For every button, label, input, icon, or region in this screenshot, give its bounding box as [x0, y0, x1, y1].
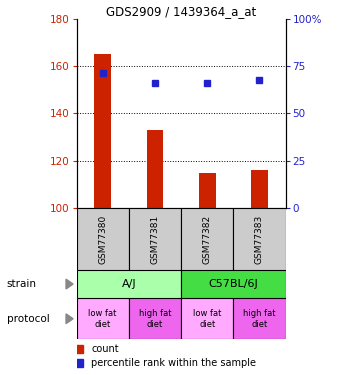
Bar: [181, 208, 233, 270]
Bar: [181, 298, 233, 339]
Polygon shape: [66, 279, 73, 289]
Bar: [199, 172, 216, 208]
Text: GSM77380: GSM77380: [98, 214, 107, 264]
Text: strain: strain: [7, 279, 37, 289]
Text: high fat
diet: high fat diet: [243, 309, 276, 329]
Bar: [129, 298, 181, 339]
Text: count: count: [91, 344, 119, 354]
Text: C57BL/6J: C57BL/6J: [208, 279, 258, 289]
Bar: [76, 298, 129, 339]
Text: GSM77382: GSM77382: [203, 214, 212, 264]
Bar: [76, 208, 129, 270]
Polygon shape: [66, 314, 73, 324]
Bar: [233, 208, 286, 270]
Bar: [129, 208, 181, 270]
Bar: [233, 298, 286, 339]
Text: GSM77383: GSM77383: [255, 214, 264, 264]
Text: percentile rank within the sample: percentile rank within the sample: [91, 358, 256, 368]
Text: low fat
diet: low fat diet: [193, 309, 221, 329]
Text: low fat
diet: low fat diet: [88, 309, 117, 329]
Bar: [251, 170, 268, 208]
Bar: [94, 54, 111, 208]
Bar: [181, 270, 286, 298]
Bar: [76, 270, 181, 298]
Title: GDS2909 / 1439364_a_at: GDS2909 / 1439364_a_at: [106, 4, 256, 18]
Text: GSM77381: GSM77381: [150, 214, 159, 264]
Bar: [147, 130, 163, 208]
Text: A/J: A/J: [121, 279, 136, 289]
Text: high fat
diet: high fat diet: [139, 309, 171, 329]
Text: protocol: protocol: [7, 314, 50, 324]
